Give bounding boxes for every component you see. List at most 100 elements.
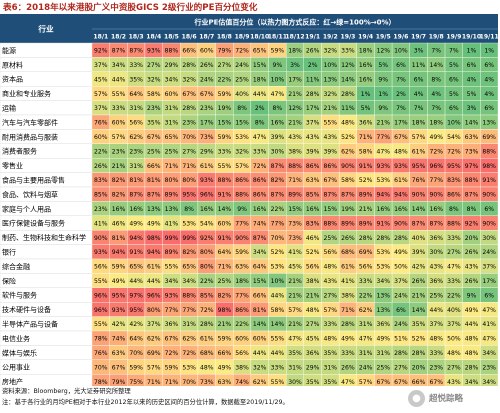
cell-value-label: 88% (165, 48, 179, 55)
cell-value-label: 45% (288, 264, 302, 271)
cell-value-label: 76% (94, 120, 108, 127)
cell-value-label: 9% (237, 206, 247, 213)
cell-value-label: 88% (324, 220, 338, 227)
table-row: 食品、饮料与烟草 85% 82% 87% 87% 89% 95% 96% 91% 88% 86% 87… (0, 186, 499, 202)
cell-value-label: 66% (218, 350, 232, 357)
column-label: 19/8 (429, 34, 444, 41)
cell-value-label: 15% (253, 278, 267, 285)
cell-value-label: 19% (218, 105, 232, 112)
cell-value-label: 44% (112, 76, 126, 83)
cell-value-label: 82% (112, 192, 126, 199)
cell-value-label: 49% (394, 249, 408, 256)
cell-value-label: 23% (129, 148, 143, 155)
cell-value-label: 87% (465, 192, 479, 199)
row-label: 资本品 (2, 75, 23, 84)
cell-value-label: 49% (429, 134, 443, 141)
cell-value-label: 95% (447, 163, 461, 170)
column-label: 18/5 (164, 34, 179, 41)
cell-value-label: 1% (378, 91, 388, 98)
cell-value-label: 14% (465, 120, 479, 127)
cell-value-label: 4% (467, 76, 477, 83)
cell-value-label: 88% (235, 192, 249, 199)
cell-value-label: 67% (112, 364, 126, 371)
cell-value-label: 72% (182, 350, 196, 357)
cell-value-label: 24% (200, 76, 214, 83)
cell-value-label: 26% (341, 364, 355, 371)
cell-value-label: 34% (165, 278, 179, 285)
cell-value-label: 57% (412, 134, 426, 141)
cell-value-label: 93% (165, 292, 179, 299)
cell-value-label: 21% (359, 206, 373, 213)
cell-value-label: 2% (396, 91, 406, 98)
cell-value-label: 70% (271, 235, 285, 242)
row-label: 汽车与汽车零部件 (2, 118, 58, 127)
cell-value-label: 90% (235, 235, 249, 242)
cell-value-label: 16% (253, 206, 267, 213)
cell-value-label: 26% (306, 48, 320, 55)
cell-value-label: 56% (324, 249, 338, 256)
cell-value-label: 89% (165, 249, 179, 256)
cell-value-label: 40% (412, 235, 426, 242)
cell-value-label: 58% (359, 148, 373, 155)
cell-value-label: 94% (147, 249, 161, 256)
cell-value-label: 56% (94, 264, 108, 271)
cell-value-label: 28% (306, 91, 320, 98)
cell-value-label: 36% (165, 321, 179, 328)
cell-value-label: 93% (394, 163, 408, 170)
cell-value-label: 67% (165, 336, 179, 343)
cell-value-label: 14% (271, 321, 285, 328)
cell-value-label: 74% (235, 379, 249, 386)
cell-value-label: 47% (253, 134, 267, 141)
cell-value-label: 63% (306, 177, 320, 184)
cell-value-label: 33% (447, 235, 461, 242)
cell-value-label: 90% (482, 220, 496, 227)
cell-value-label: 49% (129, 220, 143, 227)
cell-value-label: 73% (200, 134, 214, 141)
cell-value-label: 49% (112, 278, 126, 285)
cell-value-label: 24% (235, 62, 249, 69)
cell-value-label: 11% (412, 62, 426, 69)
cell-value-label: 9% (378, 105, 388, 112)
cell-value-label: 57% (324, 307, 338, 314)
cell-value-label: 93% (112, 307, 126, 314)
cell-value-label: 21% (288, 91, 302, 98)
cell-value-label: 43% (324, 278, 338, 285)
cell-value-label: 25% (147, 148, 161, 155)
cell-value-label: 98% (218, 307, 232, 314)
cell-value-label: 28% (359, 235, 373, 242)
table-row: 商业和专业服务 57% 55% 64% 58% 60% 67% 67% 59% 40% 44% 47%… (0, 85, 499, 101)
cell-value-label: 23% (482, 364, 496, 371)
cell-value-label: 23% (429, 364, 443, 371)
cell-value-label: 55% (324, 120, 338, 127)
cell-value-label: 37% (482, 264, 496, 271)
cell-value-label: 34% (112, 62, 126, 69)
cell-value-label: 80% (165, 177, 179, 184)
cell-value-label: 59% (165, 364, 179, 371)
cell-value-label: 69% (482, 134, 496, 141)
cell-value-label: 95% (112, 292, 126, 299)
cell-value-label: 63% (235, 264, 249, 271)
cell-value-label: 48% (200, 364, 214, 371)
column-label: 18/4 (146, 34, 161, 41)
cell-value-label: 33% (429, 350, 443, 357)
cell-value-label: 93% (94, 249, 108, 256)
column-label: 19/4 (358, 34, 373, 41)
table-row: 制药、生物科技和生命科学 90% 81% 94% 98% 99% 99% 92% 91% 90% 8… (0, 229, 499, 245)
cell-value-label: 69% (147, 350, 161, 357)
cell-value-label: 2% (255, 105, 265, 112)
cell-value-label: 5% (467, 91, 477, 98)
cell-value-label: 33% (253, 148, 267, 155)
cell-value-label: 71% (147, 379, 161, 386)
cell-value-label: 28% (376, 235, 390, 242)
cell-value-label: 53% (376, 264, 390, 271)
cell-value-label: 16% (359, 62, 373, 69)
cell-value-label: 87% (429, 220, 443, 227)
cell-value-label: 38% (341, 292, 355, 299)
cell-value-label: 11% (306, 76, 320, 83)
cell-value-label: 6% (484, 292, 494, 299)
cell-value-label: 32% (147, 76, 161, 83)
row-label: 原材料 (2, 60, 23, 69)
cell-value-label: 57% (235, 163, 249, 170)
cell-value-label: 77% (271, 220, 285, 227)
cell-value-label: 48% (341, 120, 355, 127)
